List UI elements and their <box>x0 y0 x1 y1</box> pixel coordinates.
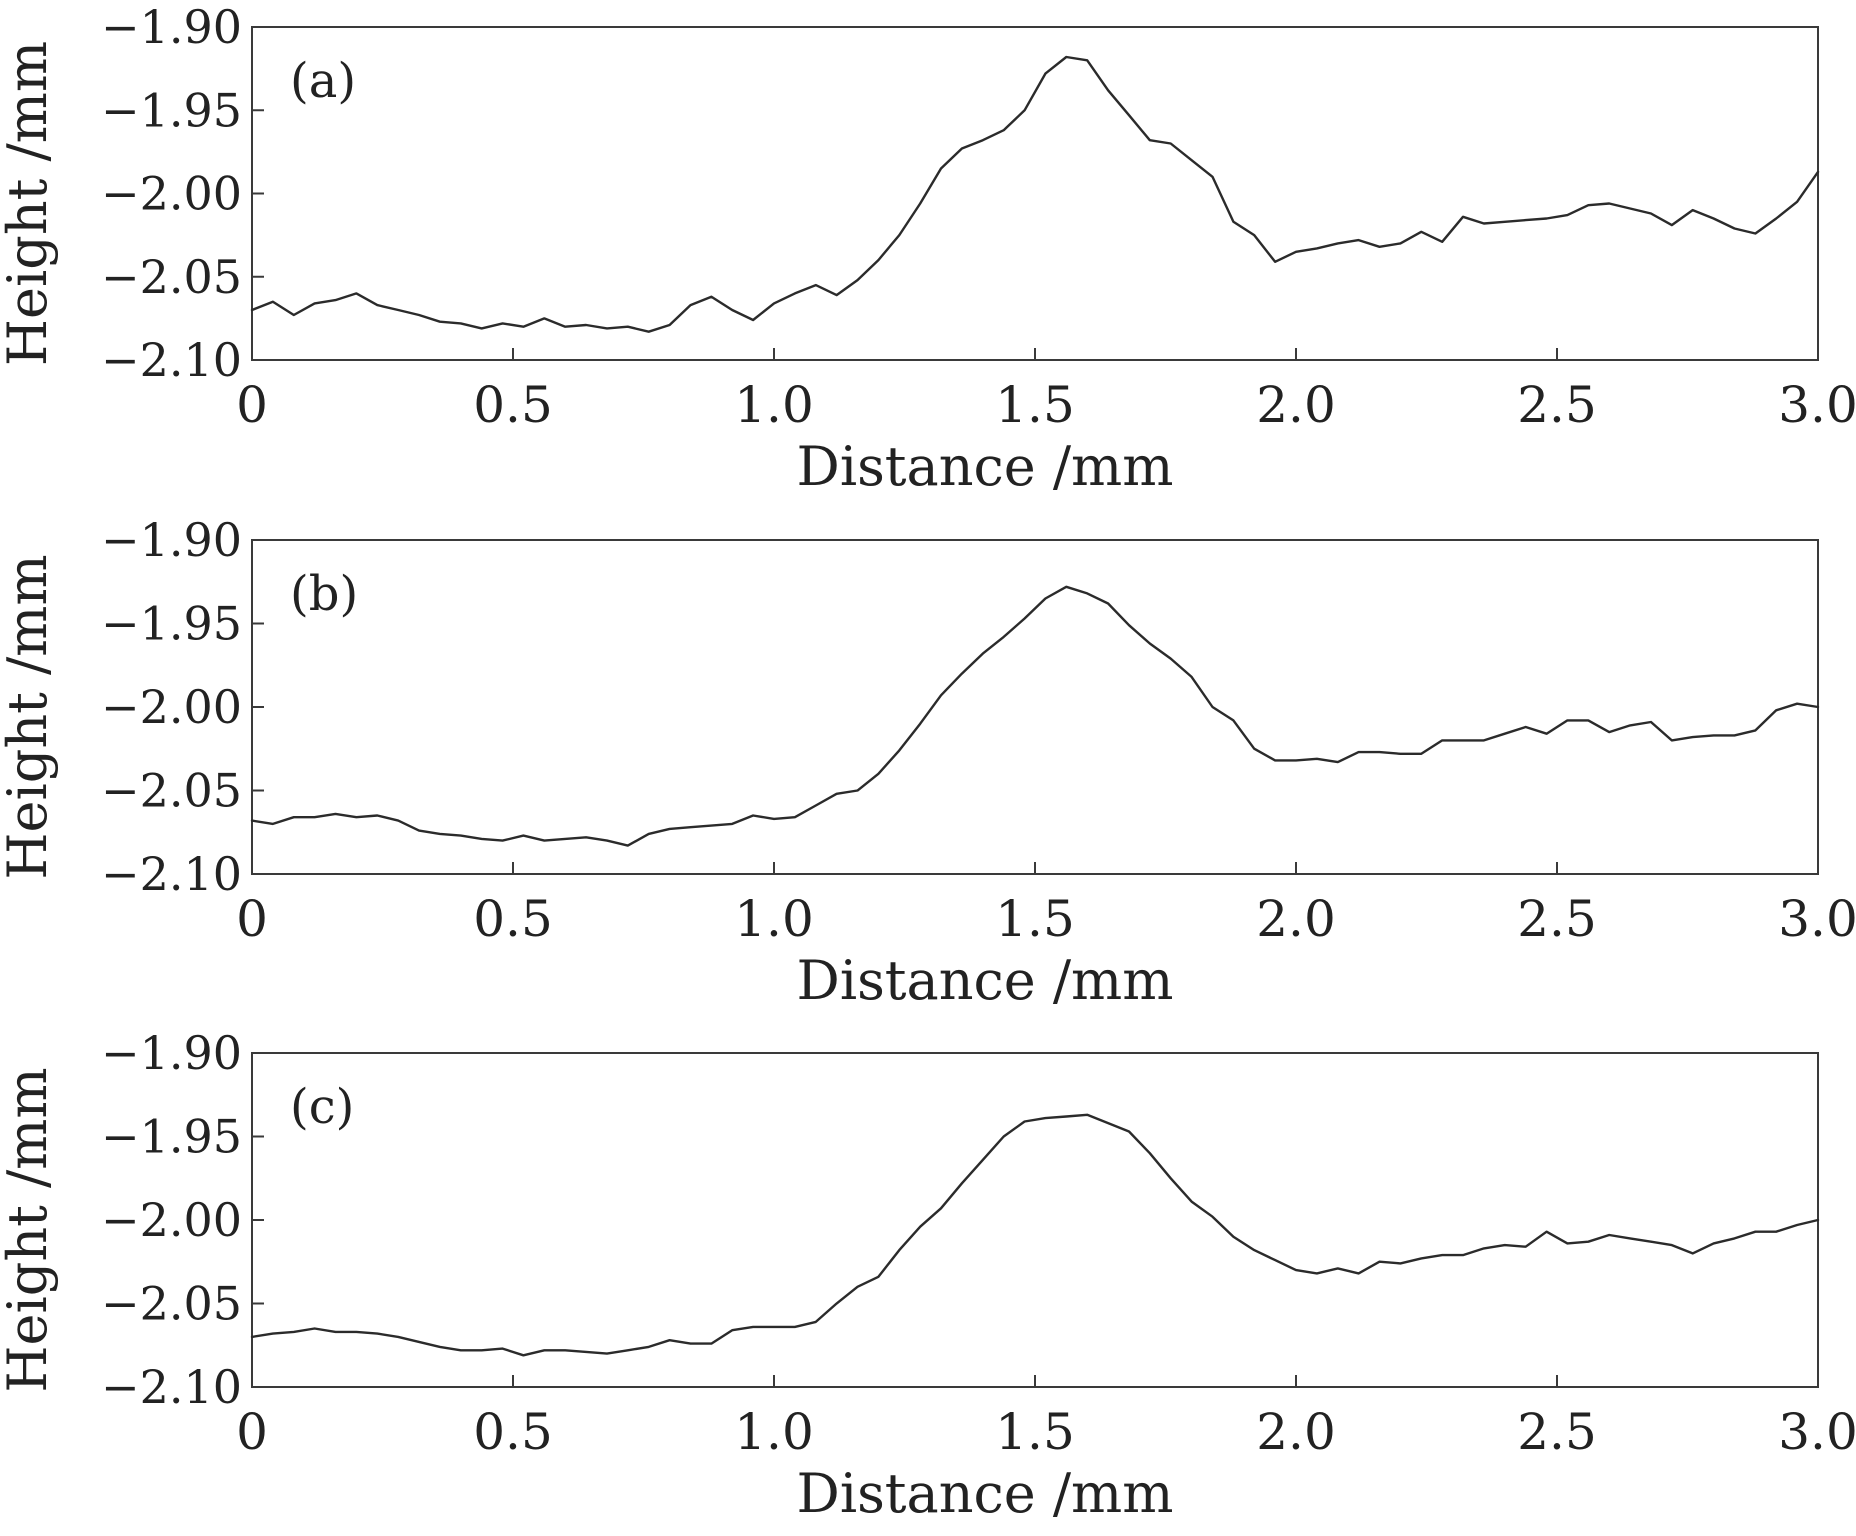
chart-panel-b: −1.90 −1.95 −2.00 −2.05 −2.100 0.5 1.0 1.5 2.0 2.… <box>0 513 1856 1012</box>
x-tick-label: 2.0 <box>1256 376 1336 434</box>
x-tick-label: 1.0 <box>734 1403 814 1461</box>
data-points <box>251 56 1819 333</box>
y-tick-label: −2.05 <box>101 1277 242 1331</box>
x-tick-label: 3.0 <box>1778 1403 1856 1461</box>
data-points <box>251 586 1819 847</box>
x-tick-label: 0 <box>236 890 268 948</box>
y-tick-label: −1.90 <box>101 1026 242 1080</box>
y-tick-label: −1.95 <box>101 597 242 651</box>
plot-frame <box>251 1052 1819 1388</box>
data-series-line <box>250 585 1820 847</box>
data-series-line <box>250 1113 1820 1357</box>
x-tick-label: 2.5 <box>1517 890 1597 948</box>
plot-frame <box>251 539 1819 875</box>
y-tick-label: −2.10 <box>101 333 242 387</box>
y-axis-label: Height /mm <box>0 1067 59 1392</box>
x-tick-label: 2.5 <box>1517 1403 1597 1461</box>
x-tick-label: 0 <box>236 376 268 434</box>
x-tick-label: 2.0 <box>1256 1403 1336 1461</box>
x-tick-label: 0.5 <box>473 376 553 434</box>
x-axis-label: Distance /mm <box>797 435 1174 498</box>
y-tick-label: −2.00 <box>101 680 242 734</box>
y-tick-label: −1.95 <box>101 1110 242 1164</box>
x-tick-label: 2.0 <box>1256 890 1336 948</box>
y-axis-label: Height /mm <box>0 554 59 879</box>
x-tick-label: 1.0 <box>734 890 814 948</box>
panel-label: (a) <box>290 53 356 109</box>
x-tick-label: 2.5 <box>1517 376 1597 434</box>
data-points <box>251 1114 1819 1357</box>
x-tick-label: 1.0 <box>734 376 814 434</box>
panel-label: (b) <box>290 566 358 622</box>
y-axis-label: Height /mm <box>0 41 59 366</box>
x-tick-label: 1.5 <box>995 376 1075 434</box>
y-tick-label: −1.95 <box>101 83 242 137</box>
x-axis-label: Distance /mm <box>797 949 1174 1012</box>
y-tick-label: −2.10 <box>101 847 242 901</box>
x-tick-label: 0 <box>236 1403 268 1461</box>
x-tick-label: 0.5 <box>473 890 553 948</box>
x-tick-label: 3.0 <box>1778 890 1856 948</box>
x-axis-label: Distance /mm <box>797 1462 1174 1525</box>
x-tick-label: 1.5 <box>995 1403 1075 1461</box>
plot-frame <box>251 26 1819 361</box>
y-tick-label: −2.05 <box>101 250 242 304</box>
y-tick-label: −2.00 <box>101 1193 242 1247</box>
chart-panel-c: −1.90 −1.95 −2.00 −2.05 −2.100 0.5 1.0 1.5 2.0 2.… <box>0 1026 1856 1525</box>
y-tick-label: −1.90 <box>101 0 242 54</box>
x-tick-label: 0.5 <box>473 1403 553 1461</box>
y-tick-label: −2.05 <box>101 764 242 818</box>
y-tick-label: −2.10 <box>101 1360 242 1414</box>
data-series-line <box>250 55 1820 333</box>
chart-panel-a: −1.90 −1.95 −2.00 −2.05 −2.100 0.5 1.0 1.5 2.0 2.… <box>0 0 1856 498</box>
x-tick-label: 1.5 <box>995 890 1075 948</box>
panel-label: (c) <box>290 1079 354 1135</box>
x-tick-label: 3.0 <box>1778 376 1856 434</box>
y-tick-label: −1.90 <box>101 513 242 567</box>
y-tick-label: −2.00 <box>101 167 242 221</box>
